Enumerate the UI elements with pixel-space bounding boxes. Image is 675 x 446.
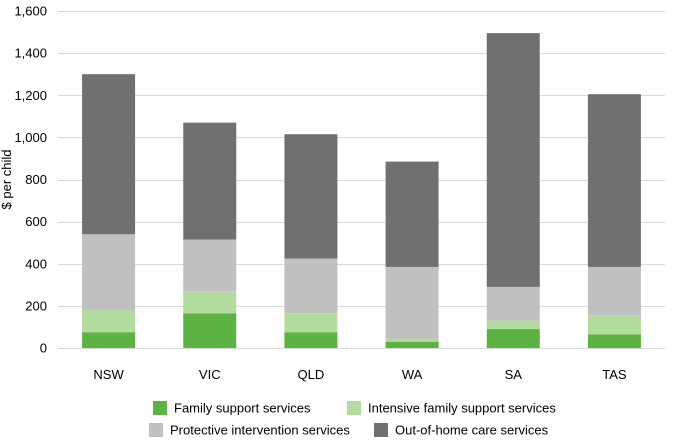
legend-swatch [374, 423, 388, 437]
x-tick-label: VIC [199, 367, 221, 382]
y-axis-label: $ per child [0, 150, 14, 210]
legend-label: Family support services [174, 401, 311, 416]
y-tick-label: 1,200 [14, 88, 47, 103]
legend-swatch [153, 401, 167, 415]
bar-segment-nsw-1 [82, 332, 136, 348]
gridlines [58, 11, 665, 349]
y-tick-label: 1,400 [14, 46, 47, 61]
bar-segment-vic-1 [183, 313, 237, 348]
legend-label: Protective intervention services [170, 423, 350, 438]
bar-segment-qld-4 [284, 134, 338, 259]
y-tick-label: 0 [40, 341, 47, 356]
bar-segment-wa-2 [385, 338, 439, 342]
bar-segment-nsw-2 [82, 310, 136, 333]
legend-label: Out-of-home care services [395, 423, 549, 438]
bars [82, 33, 641, 348]
legend: Family support services Intensive family … [149, 401, 556, 438]
x-tick-label: WA [402, 367, 423, 382]
bar-segment-qld-1 [284, 332, 338, 348]
y-axis-ticks: 0 200 400 600 800 1,000 1,200 1,400 1,600 [14, 4, 47, 356]
bar-segment-tas-4 [587, 94, 641, 267]
bar-segment-wa-4 [385, 161, 439, 267]
x-tick-label: NSW [93, 367, 124, 382]
bar-segment-tas-3 [587, 266, 641, 316]
y-tick-label: 1,600 [14, 4, 47, 19]
bar-segment-wa-3 [385, 266, 439, 339]
legend-label: Intensive family support services [368, 401, 556, 416]
y-tick-label: 600 [25, 214, 47, 229]
bar-segment-vic-3 [183, 239, 237, 292]
bar-segment-qld-2 [284, 313, 338, 333]
bar-segment-sa-4 [486, 33, 540, 287]
y-tick-label: 1,000 [14, 130, 47, 145]
bar-segment-nsw-3 [82, 234, 136, 311]
y-tick-label: 800 [25, 172, 47, 187]
bar-segment-qld-3 [284, 258, 338, 314]
bar-segment-vic-2 [183, 291, 237, 314]
bar-segment-sa-3 [486, 286, 540, 321]
bar-segment-sa-1 [486, 329, 540, 348]
legend-swatch [149, 423, 163, 437]
bar-segment-wa-1 [385, 341, 439, 348]
x-axis-ticks: NSW VIC QLD WA SA TAS [93, 367, 626, 382]
x-tick-label: SA [505, 367, 523, 382]
bar-segment-vic-4 [183, 122, 237, 240]
bar-segment-tas-2 [587, 315, 641, 335]
y-tick-label: 200 [25, 298, 47, 313]
x-tick-label: QLD [298, 367, 325, 382]
y-tick-label: 400 [25, 256, 47, 271]
x-tick-label: TAS [602, 367, 627, 382]
bar-segment-sa-2 [486, 320, 540, 330]
legend-swatch [347, 401, 361, 415]
bar-segment-nsw-4 [82, 74, 136, 235]
bar-segment-tas-1 [587, 334, 641, 348]
